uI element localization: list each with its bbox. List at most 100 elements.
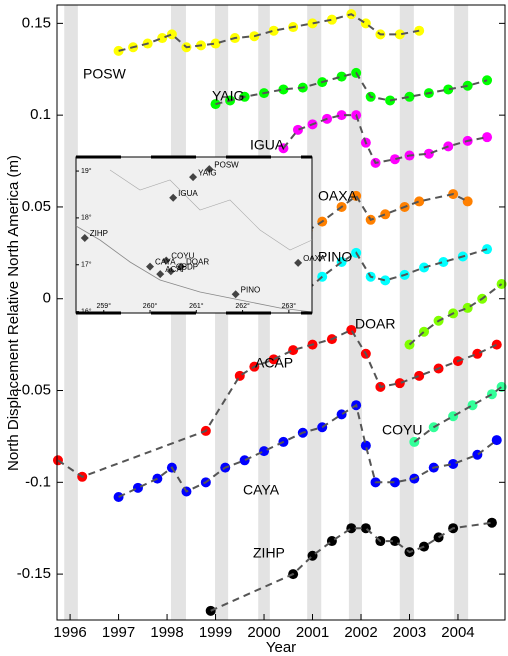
y-tick-label: -0.1: [25, 473, 51, 490]
inset-y-tick-label: 16°: [81, 307, 92, 315]
frame-dashes: [76, 155, 312, 315]
x-tick-label: 2003: [393, 624, 426, 641]
station-marker: [156, 270, 165, 279]
trend-line: [307, 193, 469, 232]
station-marker: [146, 262, 155, 271]
trend-line: [57, 328, 498, 478]
data-point: [380, 275, 391, 286]
data-point: [467, 400, 478, 411]
trend-line: [215, 71, 488, 106]
y-tick-label: 0.1: [30, 106, 51, 123]
station-name: PINO: [241, 285, 261, 294]
station-marker: [169, 193, 178, 202]
inset-y-tick-label: 19°: [81, 167, 92, 175]
station-label: ACAP: [255, 355, 293, 371]
trend-line: [292, 248, 488, 309]
data-point: [336, 71, 347, 82]
data-point: [113, 492, 124, 502]
data-point: [491, 435, 502, 446]
trend-line: [282, 114, 488, 165]
data-point: [205, 605, 216, 616]
data-point: [336, 110, 347, 121]
data-point: [268, 25, 279, 36]
data-point: [462, 196, 473, 207]
station-marker: [162, 256, 171, 265]
x-tick-label: 1997: [102, 624, 135, 641]
y-tick-label: 0: [43, 290, 51, 307]
data-point: [380, 209, 391, 220]
data-point: [132, 482, 143, 493]
data-point: [448, 458, 459, 469]
trend-line: [408, 283, 503, 346]
x-tick-label: 1996: [53, 624, 86, 641]
shaded-interval: [454, 5, 469, 620]
data-point: [448, 411, 459, 422]
data-point: [389, 477, 400, 488]
station-label: CAYA: [243, 482, 280, 498]
station-label: DOAR: [355, 316, 395, 332]
x-tick-label: 2001: [296, 624, 329, 641]
trend-line: [118, 403, 498, 498]
data-point: [326, 14, 337, 25]
station-label: IGUA: [250, 137, 285, 153]
station-name: CAYA: [155, 258, 176, 267]
data-point: [278, 84, 289, 95]
station-name: POSW: [214, 160, 239, 169]
y-tick-label: -0.05: [17, 381, 51, 398]
data-point: [491, 339, 502, 350]
station-label: PINO: [318, 249, 352, 265]
x-tick-label: 2000: [247, 624, 280, 641]
coastline: [75, 225, 313, 313]
station-name: DOAR: [186, 258, 209, 267]
station-label: POSW: [83, 66, 127, 82]
axes-frame: [56, 4, 506, 621]
station-name: YAIG: [198, 168, 217, 177]
x-tick-label: 2002: [344, 624, 377, 641]
data-point: [404, 91, 415, 102]
trend-line: [210, 521, 493, 612]
station-label: ZIHP: [253, 545, 285, 561]
inset-background: [75, 156, 313, 314]
station-marker: [231, 290, 240, 299]
inset-x-tick-label: 259°: [97, 302, 112, 310]
inset-x-tick-label: 262°: [235, 302, 250, 310]
station-marker: [294, 258, 303, 267]
data-point: [389, 154, 400, 165]
y-tick-label: -0.15: [17, 565, 51, 582]
station-name: OAXA: [303, 254, 326, 263]
station-label: COYU: [382, 422, 422, 438]
inset-y-tick-label: 18°: [81, 214, 92, 222]
x-tick-label: 2004: [441, 624, 474, 641]
data-point: [113, 45, 124, 56]
station-marker: [166, 267, 175, 276]
data-point: [443, 84, 454, 95]
data-point: [438, 257, 449, 268]
station-label: YAIG: [212, 88, 244, 104]
inset-x-tick-label: 263°: [282, 302, 297, 310]
y-tick-label: 0.05: [22, 198, 51, 215]
data-point: [394, 378, 405, 389]
x-tick-label: 1999: [199, 624, 232, 641]
state-border: [109, 169, 313, 251]
x-tick-label: 1998: [150, 624, 183, 641]
data-point: [166, 29, 177, 40]
data-point: [307, 18, 318, 29]
data-point: [268, 354, 279, 365]
data-point: [394, 29, 405, 40]
shaded-interval: [64, 5, 78, 620]
inset-map: 259° 260° 261° 262° 263° 19° 18° 17° 16° POSWYAIG…: [75, 155, 326, 315]
station-name: IGUA: [178, 189, 198, 198]
data-point: [472, 348, 483, 359]
data-point: [482, 132, 493, 143]
data-point: [157, 33, 168, 44]
station-name: CPDP: [176, 262, 198, 271]
shaded-interval: [348, 5, 362, 620]
data-point: [462, 80, 473, 91]
station-marker: [205, 165, 214, 174]
data-point: [259, 446, 270, 457]
data-point: [414, 196, 425, 207]
inset-x-tick-label: 260°: [143, 302, 158, 310]
inset-y-tick-label: 17°: [81, 261, 92, 269]
trend-line: [118, 13, 420, 52]
